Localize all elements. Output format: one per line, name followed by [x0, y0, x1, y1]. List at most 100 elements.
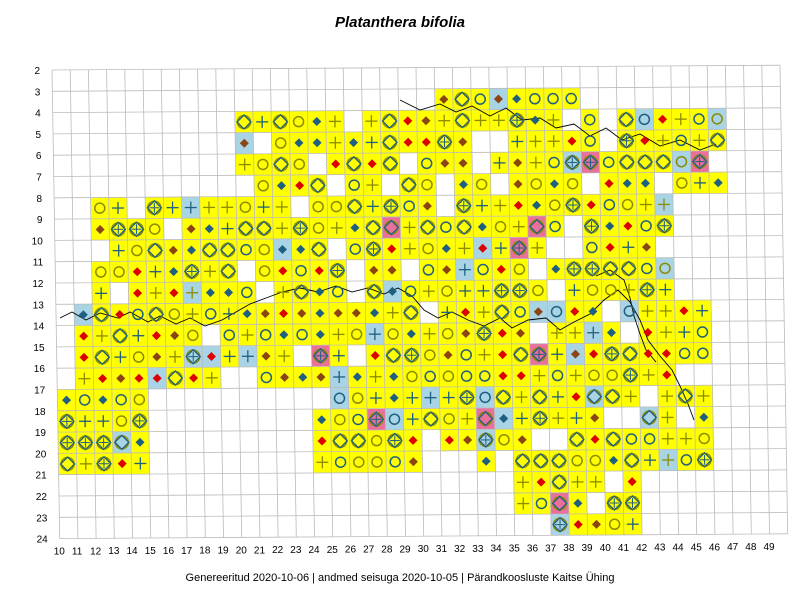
- marker-blue-diamond: [204, 224, 214, 234]
- grid-cell: [236, 196, 255, 218]
- marker-olive-circle: [258, 243, 271, 256]
- marker-blue-diamond: [242, 309, 252, 319]
- marker-blue-circle: [643, 433, 656, 445]
- grid-cell: [583, 279, 602, 301]
- x-tick-label: 38: [563, 543, 575, 554]
- marker-blue-circle: [535, 497, 548, 510]
- grid-line-horizontal: [53, 128, 782, 135]
- marker-brown-diamond: [461, 329, 471, 339]
- marker-crossed-diamond-in-circle: [511, 240, 527, 256]
- marker-olive-cross: [386, 306, 399, 319]
- marker-blue-cross: [551, 390, 564, 403]
- grid-cell: [584, 364, 604, 387]
- marker-diamond-in-circle: [620, 260, 637, 277]
- marker-olive-cross: [403, 242, 416, 255]
- marker-red-diamond: [640, 136, 650, 146]
- marker-blue-diamond: [349, 138, 359, 148]
- marker-red-diamond: [133, 288, 143, 298]
- marker-blue-circle: [389, 456, 401, 468]
- marker-red-diamond: [132, 267, 142, 277]
- marker-olive-cross: [369, 370, 382, 383]
- marker-brown-diamond: [152, 352, 162, 362]
- marker-crossed-diamond-in-circle: [110, 221, 127, 238]
- y-tick-label: 21: [36, 471, 48, 482]
- marker-brown-diamond: [239, 138, 249, 148]
- marker-blue-circle: [132, 308, 144, 321]
- marker-brown-diamond: [421, 116, 431, 126]
- marker-olive-cross: [516, 476, 529, 489]
- marker-red-diamond: [567, 136, 577, 146]
- marker-diamond-in-circle: [400, 176, 417, 193]
- x-tick-label: 21: [254, 545, 266, 556]
- marker-olive-cross: [79, 457, 92, 470]
- marker-olive-cross: [533, 369, 546, 382]
- marker-olive-cross: [238, 158, 251, 171]
- grid-cell: [693, 342, 713, 364]
- marker-blue-circle: [204, 308, 217, 320]
- grid-cell: [253, 153, 273, 176]
- grid-cell: [399, 195, 419, 217]
- marker-olive-cross: [517, 497, 530, 510]
- marker-red-diamond: [117, 459, 127, 469]
- marker-blue-diamond: [481, 456, 491, 466]
- marker-olive-circle: [422, 242, 434, 255]
- marker-olive-circle: [589, 454, 602, 467]
- grid-cell: [675, 342, 694, 365]
- x-tick-label: 13: [108, 546, 120, 557]
- marker-diamond-in-circle: [220, 263, 237, 280]
- marker-blue-cross: [368, 328, 381, 341]
- marker-blue-circle: [625, 433, 638, 445]
- y-tick-label: 20: [35, 449, 47, 460]
- grid-cell: [491, 216, 510, 238]
- grid-cell: [543, 87, 563, 110]
- marker-blue-circle: [641, 262, 653, 275]
- grid-cell: [383, 323, 403, 345]
- marker-olive-cross: [477, 306, 490, 319]
- marker-olive-circle: [312, 200, 324, 213]
- marker-blue-circle: [349, 243, 362, 255]
- marker-brown-diamond: [333, 308, 343, 318]
- marker-brown-diamond: [641, 242, 651, 252]
- marker-diamond-in-circle: [641, 409, 658, 426]
- grid-cell: [145, 218, 164, 240]
- marker-crossed-diamond-in-circle: [77, 434, 94, 451]
- marker-olive-cross: [78, 372, 91, 385]
- marker-blue-cross: [256, 115, 269, 128]
- marker-olive-circle: [513, 263, 526, 276]
- marker-blue-circle: [474, 93, 486, 105]
- marker-blue-cross: [568, 284, 581, 297]
- marker-diamond-in-circle: [454, 112, 471, 129]
- x-tick-label: 42: [636, 543, 648, 554]
- marker-diamond-in-circle: [382, 134, 398, 151]
- marker-diamond-in-circle: [273, 156, 289, 173]
- marker-red-diamond: [151, 331, 161, 341]
- grid-cell: [472, 173, 491, 196]
- marker-blue-circle: [424, 370, 436, 383]
- marker-olive-circle: [571, 454, 583, 467]
- grid-cell: [419, 259, 438, 281]
- grid-cell: [418, 237, 438, 260]
- marker-olive-cross: [204, 265, 217, 278]
- grid-line-horizontal: [53, 171, 782, 177]
- marker-blue-circle: [529, 93, 541, 105]
- grid-cell: [255, 260, 274, 282]
- x-tick-label: 24: [309, 545, 321, 556]
- marker-olive-circle: [621, 198, 634, 211]
- marker-olive-cross: [657, 198, 670, 211]
- grid-cell: [547, 300, 566, 323]
- marker-olive-cross: [186, 286, 199, 299]
- grid-cell: [385, 451, 405, 473]
- grid-line-horizontal: [59, 533, 788, 539]
- marker-blue-cross: [694, 176, 707, 189]
- marker-olive-circle: [187, 329, 199, 342]
- marker-blue-diamond: [276, 181, 286, 191]
- marker-red-diamond: [421, 137, 431, 147]
- grid-line-horizontal: [57, 426, 786, 433]
- marker-olive-circle: [605, 284, 617, 296]
- marker-red-diamond: [662, 370, 672, 380]
- marker-diamond-in-circle: [514, 453, 531, 469]
- data-state-date: andmed seisuga 2020-10-05: [318, 572, 459, 584]
- marker-olive-cross: [693, 134, 706, 147]
- y-tick-label: 12: [32, 279, 44, 290]
- marker-blue-diamond: [441, 243, 451, 253]
